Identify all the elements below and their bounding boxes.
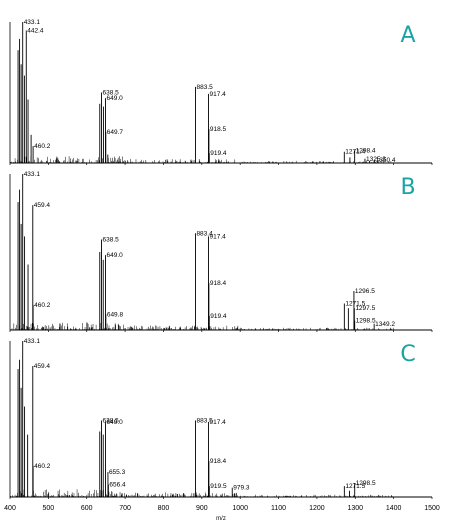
noise-trace [10, 322, 394, 330]
peak-label: 1271.5 [345, 300, 365, 307]
peak-label: 655.3 [109, 469, 126, 476]
peak-label: 638.5 [102, 90, 119, 97]
peak-label: 1271.5 [345, 483, 365, 490]
peak-label: 1297.5 [355, 305, 375, 312]
peak-label: 433.1 [24, 19, 41, 26]
peak-label: 1325.3 [366, 156, 386, 163]
x-axis-title: m/z [216, 516, 226, 522]
x-tick-label: 1400 [386, 505, 402, 512]
peak-label: 918.4 [210, 280, 227, 287]
x-tick-label: 900 [196, 505, 208, 512]
peak-label: 638.5 [102, 237, 119, 244]
spectrum-panel-b: 433.1 459.4 460.2 638.5 649.0 649.8 883.4917.4… [9, 171, 433, 332]
x-axis: 400 500 600 700 800 900 1000 1100 1200 1300 1400 15… [4, 505, 440, 512]
peak-label: 917.4 [209, 91, 226, 98]
panel-letter: A [400, 23, 415, 48]
peak-label: 460.2 [34, 463, 51, 470]
noise-trace [10, 489, 393, 497]
peak-label: 1298.4 [356, 147, 376, 154]
spectra-panels: 433.1442.4460.2638.5649.0649.7883.5917.4… [9, 19, 433, 499]
panel-letter: B [400, 175, 415, 200]
peak-label: 1350.4 [376, 157, 396, 164]
peak-label: 883.5 [196, 84, 213, 91]
peak-label: 919.4 [210, 313, 227, 320]
x-tick-label: 1200 [309, 505, 325, 512]
peak-label: 883.4 [196, 230, 213, 237]
peak-label: 1298.5 [356, 480, 376, 487]
x-tick-label: 1300 [347, 505, 363, 512]
noise-trace [10, 156, 391, 163]
peak-label: 460.2 [34, 302, 51, 309]
peak-label: 649.0 [107, 95, 124, 102]
peak-label: 649.0 [107, 252, 124, 259]
peak-label: 919.4 [210, 150, 227, 157]
peak-label: 883.5 [196, 418, 213, 425]
peak-label: 638.5 [102, 418, 119, 425]
peak-label: 919.5 [210, 483, 227, 490]
peak-label: 459.4 [34, 363, 51, 370]
peak-label: 1349.2 [375, 321, 395, 328]
peak-label: 442.4 [27, 27, 44, 34]
peak-label: 459.4 [34, 202, 51, 209]
peak-label: 979.3 [233, 485, 250, 492]
peak-label: 1296.5 [355, 288, 375, 295]
x-tick-label: 600 [81, 505, 93, 512]
peak-label: 1298.5 [356, 318, 376, 325]
peak-label: 433.1 [24, 338, 41, 345]
peak-label: 649.8 [107, 311, 124, 318]
peak-label: 918.4 [210, 458, 227, 465]
x-tick-label: 400 [4, 505, 16, 512]
x-tick-label: 1500 [424, 505, 440, 512]
x-tick-label: 1000 [232, 505, 248, 512]
x-tick-label: 500 [43, 505, 55, 512]
x-tick-label: 700 [119, 505, 131, 512]
x-tick-label: 1100 [271, 505, 286, 512]
peak-label: 460.2 [34, 143, 51, 150]
peak-label: 649.0 [107, 419, 124, 426]
peak-label: 918.5 [210, 126, 227, 133]
peak-label: 433.1 [24, 171, 41, 178]
peak-label: 917.4 [209, 419, 226, 426]
panel-letter: C [400, 342, 415, 367]
peak-label: 656.4 [109, 482, 126, 489]
peak-label: 917.4 [209, 233, 226, 240]
x-tick-label: 800 [158, 505, 170, 512]
peak-label: 1271.4 [345, 149, 365, 156]
peak-label: 649.7 [107, 129, 124, 136]
